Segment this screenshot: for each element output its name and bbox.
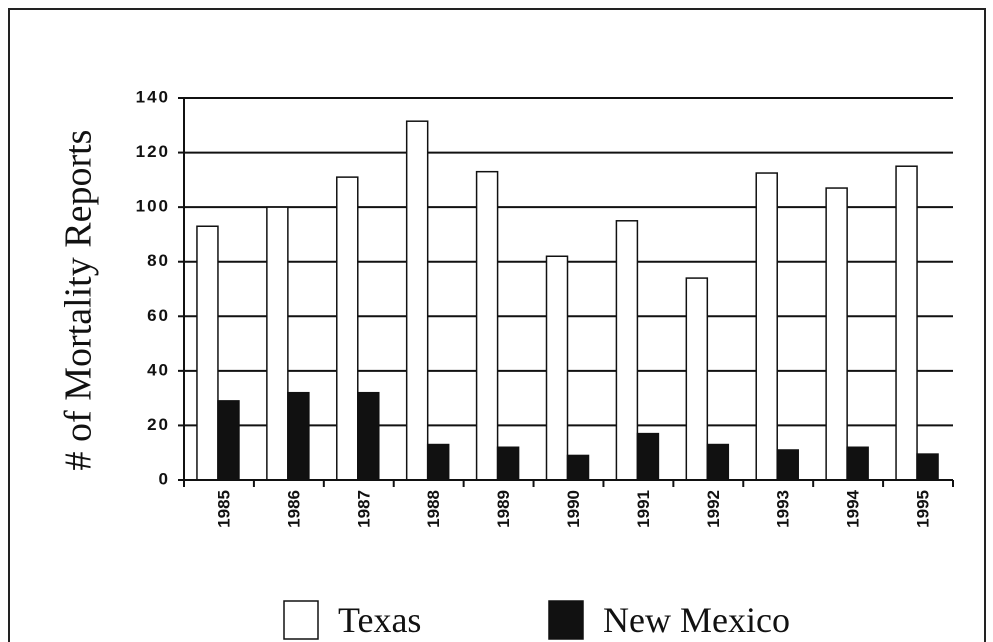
legend-swatch (283, 600, 319, 640)
bar (755, 172, 778, 481)
x-tick-label: 1989 (494, 490, 513, 528)
y-tick-label: 80 (147, 251, 170, 270)
bar (545, 255, 569, 481)
bar (566, 454, 590, 481)
x-tick-label: 1987 (354, 490, 373, 528)
bar (196, 225, 219, 481)
legend-label: Texas (338, 600, 421, 640)
bar (287, 391, 310, 481)
y-tick-label: 100 (136, 197, 170, 216)
y-tick-label: 120 (136, 142, 170, 161)
bar (916, 453, 939, 481)
x-tick-label: 1986 (284, 490, 303, 528)
x-tick-label: 1990 (564, 490, 583, 528)
x-tick-label: 1994 (844, 489, 863, 527)
legend-swatch (548, 600, 584, 640)
legend-label: New Mexico (603, 600, 790, 640)
x-tick-label: 1993 (774, 490, 793, 528)
x-tick-label: 1985 (214, 490, 233, 528)
bar (475, 170, 499, 481)
bar (357, 391, 380, 481)
y-tick-label: 140 (136, 87, 170, 106)
x-tick-label: 1991 (634, 490, 653, 528)
y-tick-label: 20 (147, 415, 170, 434)
bar (685, 277, 709, 481)
bar (706, 443, 730, 481)
x-tick-label: 1992 (704, 490, 723, 528)
bar (776, 449, 799, 481)
bar (496, 446, 520, 481)
bar (636, 432, 660, 481)
bar (825, 187, 848, 481)
y-axis-label: # of Mortality Reports (58, 130, 100, 471)
x-tick-label: 1988 (424, 490, 443, 528)
bar (336, 176, 359, 481)
bar (405, 120, 429, 481)
bar (846, 446, 869, 481)
x-tick-label: 1995 (914, 490, 933, 528)
bar (266, 206, 289, 481)
y-tick-label: 0 (159, 469, 170, 488)
bar (426, 443, 450, 481)
bar (615, 220, 639, 481)
y-tick-label: 60 (147, 306, 170, 325)
frame (8, 8, 986, 642)
bar (217, 400, 240, 481)
bar (895, 165, 918, 481)
y-tick-label: 40 (147, 360, 170, 379)
